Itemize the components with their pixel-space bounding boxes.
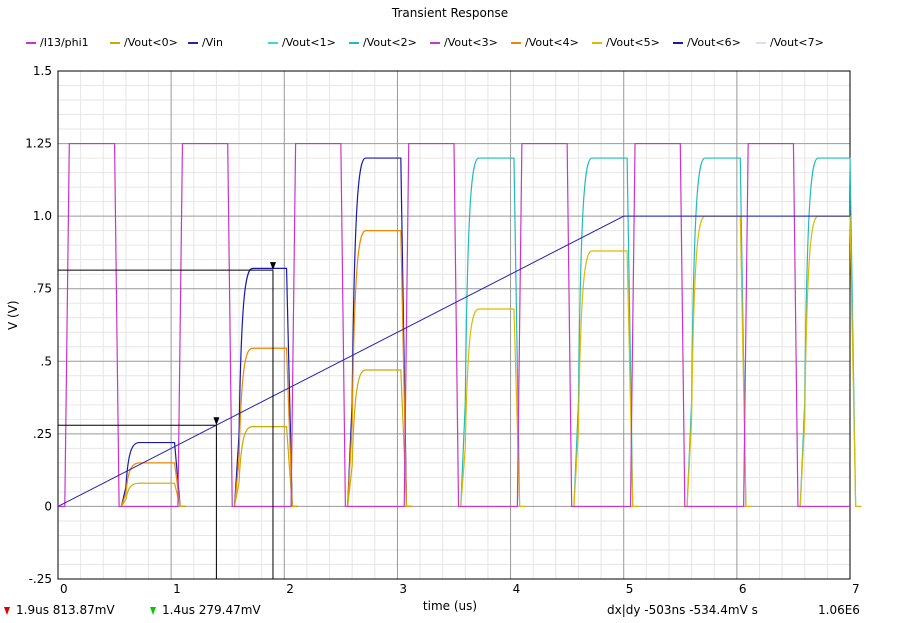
y-tick-label: 1.0 xyxy=(33,209,52,223)
x-tick-label: 3 xyxy=(399,582,407,596)
legend-label: /Vout<5> xyxy=(606,36,660,49)
cursor-arrow-icon xyxy=(213,417,220,426)
legend-entry[interactable]: /Vout<5> xyxy=(592,36,660,49)
x-tick-label: 0 xyxy=(60,582,68,596)
cursor-a-marker-icon xyxy=(4,606,10,615)
slope-readout: 1.06E6 xyxy=(818,603,860,617)
cursor-a-readout: 1.9us 813.87mV xyxy=(4,603,115,617)
vout-trace xyxy=(233,267,298,508)
cursor-arrow-icon xyxy=(269,262,276,271)
legend-label: /Vout<1> xyxy=(282,36,336,49)
legend-label: /Vout<2> xyxy=(363,36,417,49)
y-tick-label: .75 xyxy=(33,282,52,296)
x-tick-label: 5 xyxy=(626,582,634,596)
y-tick-label: .25 xyxy=(33,427,52,441)
legend-label: /Vout<4> xyxy=(525,36,579,49)
legend-entry[interactable]: /Vout<3> xyxy=(430,36,498,49)
legend-entry[interactable]: /Vout<7> xyxy=(756,36,824,49)
legend-entry[interactable]: /Vout<6> xyxy=(673,36,741,49)
vout-trace xyxy=(573,250,639,508)
legend-swatch-icon xyxy=(349,41,359,44)
x-tick-label: 1 xyxy=(173,582,181,596)
vout-trace xyxy=(573,157,639,508)
legend-label: /Vout<6> xyxy=(687,36,741,49)
y-tick-label: 1.25 xyxy=(25,137,52,151)
plot-frame xyxy=(57,70,851,580)
legend-swatch-icon xyxy=(673,41,683,44)
vout-trace xyxy=(120,462,186,508)
legend-entry[interactable]: /I13/phi1 xyxy=(26,36,89,49)
vout-trace xyxy=(233,347,298,508)
x-tick-label: 7 xyxy=(852,582,860,596)
y-tick-label: 1.5 xyxy=(33,64,52,78)
legend-entry[interactable]: /Vout<0> xyxy=(110,36,178,49)
legend-entry[interactable]: /Vout<1> xyxy=(268,36,336,49)
cursor-b-marker-icon xyxy=(150,606,156,615)
legend-label: /Vout<3> xyxy=(444,36,498,49)
y-axis-label: V (V) xyxy=(6,300,20,330)
x-tick-label: 2 xyxy=(286,582,294,596)
y-tick-label: .5 xyxy=(41,354,52,368)
y-tick-label: 0 xyxy=(44,499,52,513)
x-tick-label: 4 xyxy=(513,582,521,596)
delta-readout: dx|dy -503ns -534.4mV s xyxy=(607,603,758,617)
x-axis-label: time (us) xyxy=(422,599,478,613)
legend-label: /Vin xyxy=(202,36,224,49)
y-tick-label: -.25 xyxy=(29,572,52,586)
vout-trace xyxy=(347,157,413,508)
legend-label: /Vout<0> xyxy=(124,36,178,49)
legend-swatch-icon xyxy=(26,41,36,44)
cursor-a-value: 1.9us 813.87mV xyxy=(16,603,115,617)
vout-trace xyxy=(233,426,298,508)
vout-trace xyxy=(347,369,413,508)
legend: /I13/phi1 /Vout<0> /Vin /Vout<1> /Vout<2… xyxy=(0,36,900,52)
legend-swatch-icon xyxy=(756,41,766,44)
legend-swatch-icon xyxy=(110,41,120,44)
legend-label: /Vout<7> xyxy=(770,36,824,49)
legend-swatch-icon xyxy=(430,41,440,44)
legend-swatch-icon xyxy=(268,41,278,44)
legend-entry[interactable]: /Vout<2> xyxy=(349,36,417,49)
vout-trace xyxy=(460,157,526,508)
phi1-trace xyxy=(58,142,850,508)
vout-trace xyxy=(120,482,186,508)
chart-title: Transient Response xyxy=(391,6,509,20)
legend-entry[interactable]: /Vout<4> xyxy=(511,36,579,49)
vout-trace xyxy=(347,230,413,508)
legend-swatch-icon xyxy=(188,41,198,44)
legend-swatch-icon xyxy=(592,41,602,44)
cursor-b-value: 1.4us 279.47mV xyxy=(162,603,261,617)
legend-swatch-icon xyxy=(511,41,521,44)
legend-entry[interactable]: /Vin xyxy=(188,36,223,49)
x-tick-label: 6 xyxy=(739,582,747,596)
cursor-b-readout: 1.4us 279.47mV xyxy=(150,603,261,617)
vout-trace xyxy=(120,441,186,508)
legend-label: /I13/phi1 xyxy=(40,36,89,49)
vout-trace xyxy=(460,308,526,508)
vin-trace xyxy=(57,215,850,507)
